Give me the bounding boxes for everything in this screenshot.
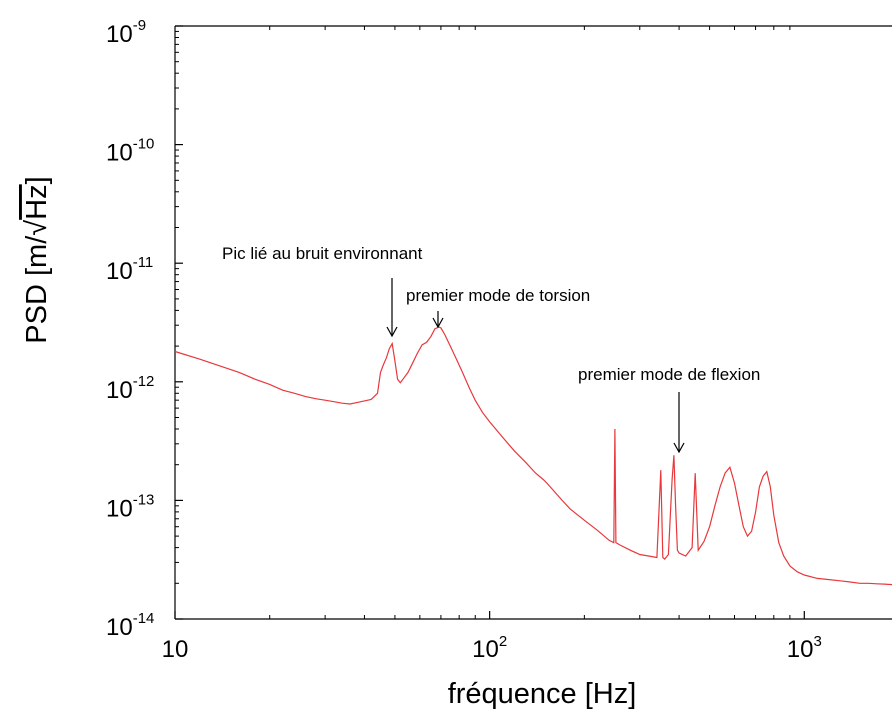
annotations: Pic lié au bruit environnant premier mode… — [222, 244, 760, 454]
y-axis-label: PSD [m/√Hz] — [21, 176, 53, 343]
annotation-arrowhead — [386, 326, 398, 338]
x-axis-ticks: 10 102 103 — [162, 611, 822, 663]
y-axis-label-suffix: ] — [21, 176, 53, 184]
x-tick-label: 10 — [162, 636, 189, 663]
sqrt-symbol: √ — [21, 220, 53, 236]
y-tick-label: 10-14 — [106, 610, 154, 641]
y-axis-label-prefix: PSD [m/ — [21, 235, 53, 344]
annotation: premier mode de flexion — [578, 365, 760, 454]
annotation-text: premier mode de flexion — [578, 365, 760, 384]
annotation: premier mode de torsion — [406, 286, 590, 329]
annotation-arrowhead — [673, 442, 685, 454]
x-tick-label: 102 — [472, 633, 507, 663]
annotation-arrowhead — [432, 317, 444, 329]
axes — [174, 25, 892, 620]
y-tick-label: 10-12 — [106, 373, 154, 404]
y-tick-label: 10-9 — [106, 17, 146, 48]
annotation: Pic lié au bruit environnant — [222, 244, 423, 338]
x-tick-label: 103 — [787, 633, 822, 663]
psd-series-line — [174, 326, 892, 586]
y-axis-ticks: 10-9 10-10 10-11 10-12 10-13 10-14 — [106, 17, 183, 641]
svg-text:PSD [m/√Hz]: PSD [m/√Hz] — [21, 176, 53, 343]
y-tick-label: 10-11 — [106, 254, 153, 285]
x-axis-label: fréquence [Hz] — [448, 678, 637, 710]
y-tick-label: 10-13 — [106, 491, 154, 522]
y-axis-label-root: Hz — [21, 184, 53, 219]
y-tick-label: 10-10 — [106, 136, 154, 167]
annotation-text: premier mode de torsion — [406, 286, 590, 305]
annotation-text: Pic lié au bruit environnant — [222, 244, 423, 263]
